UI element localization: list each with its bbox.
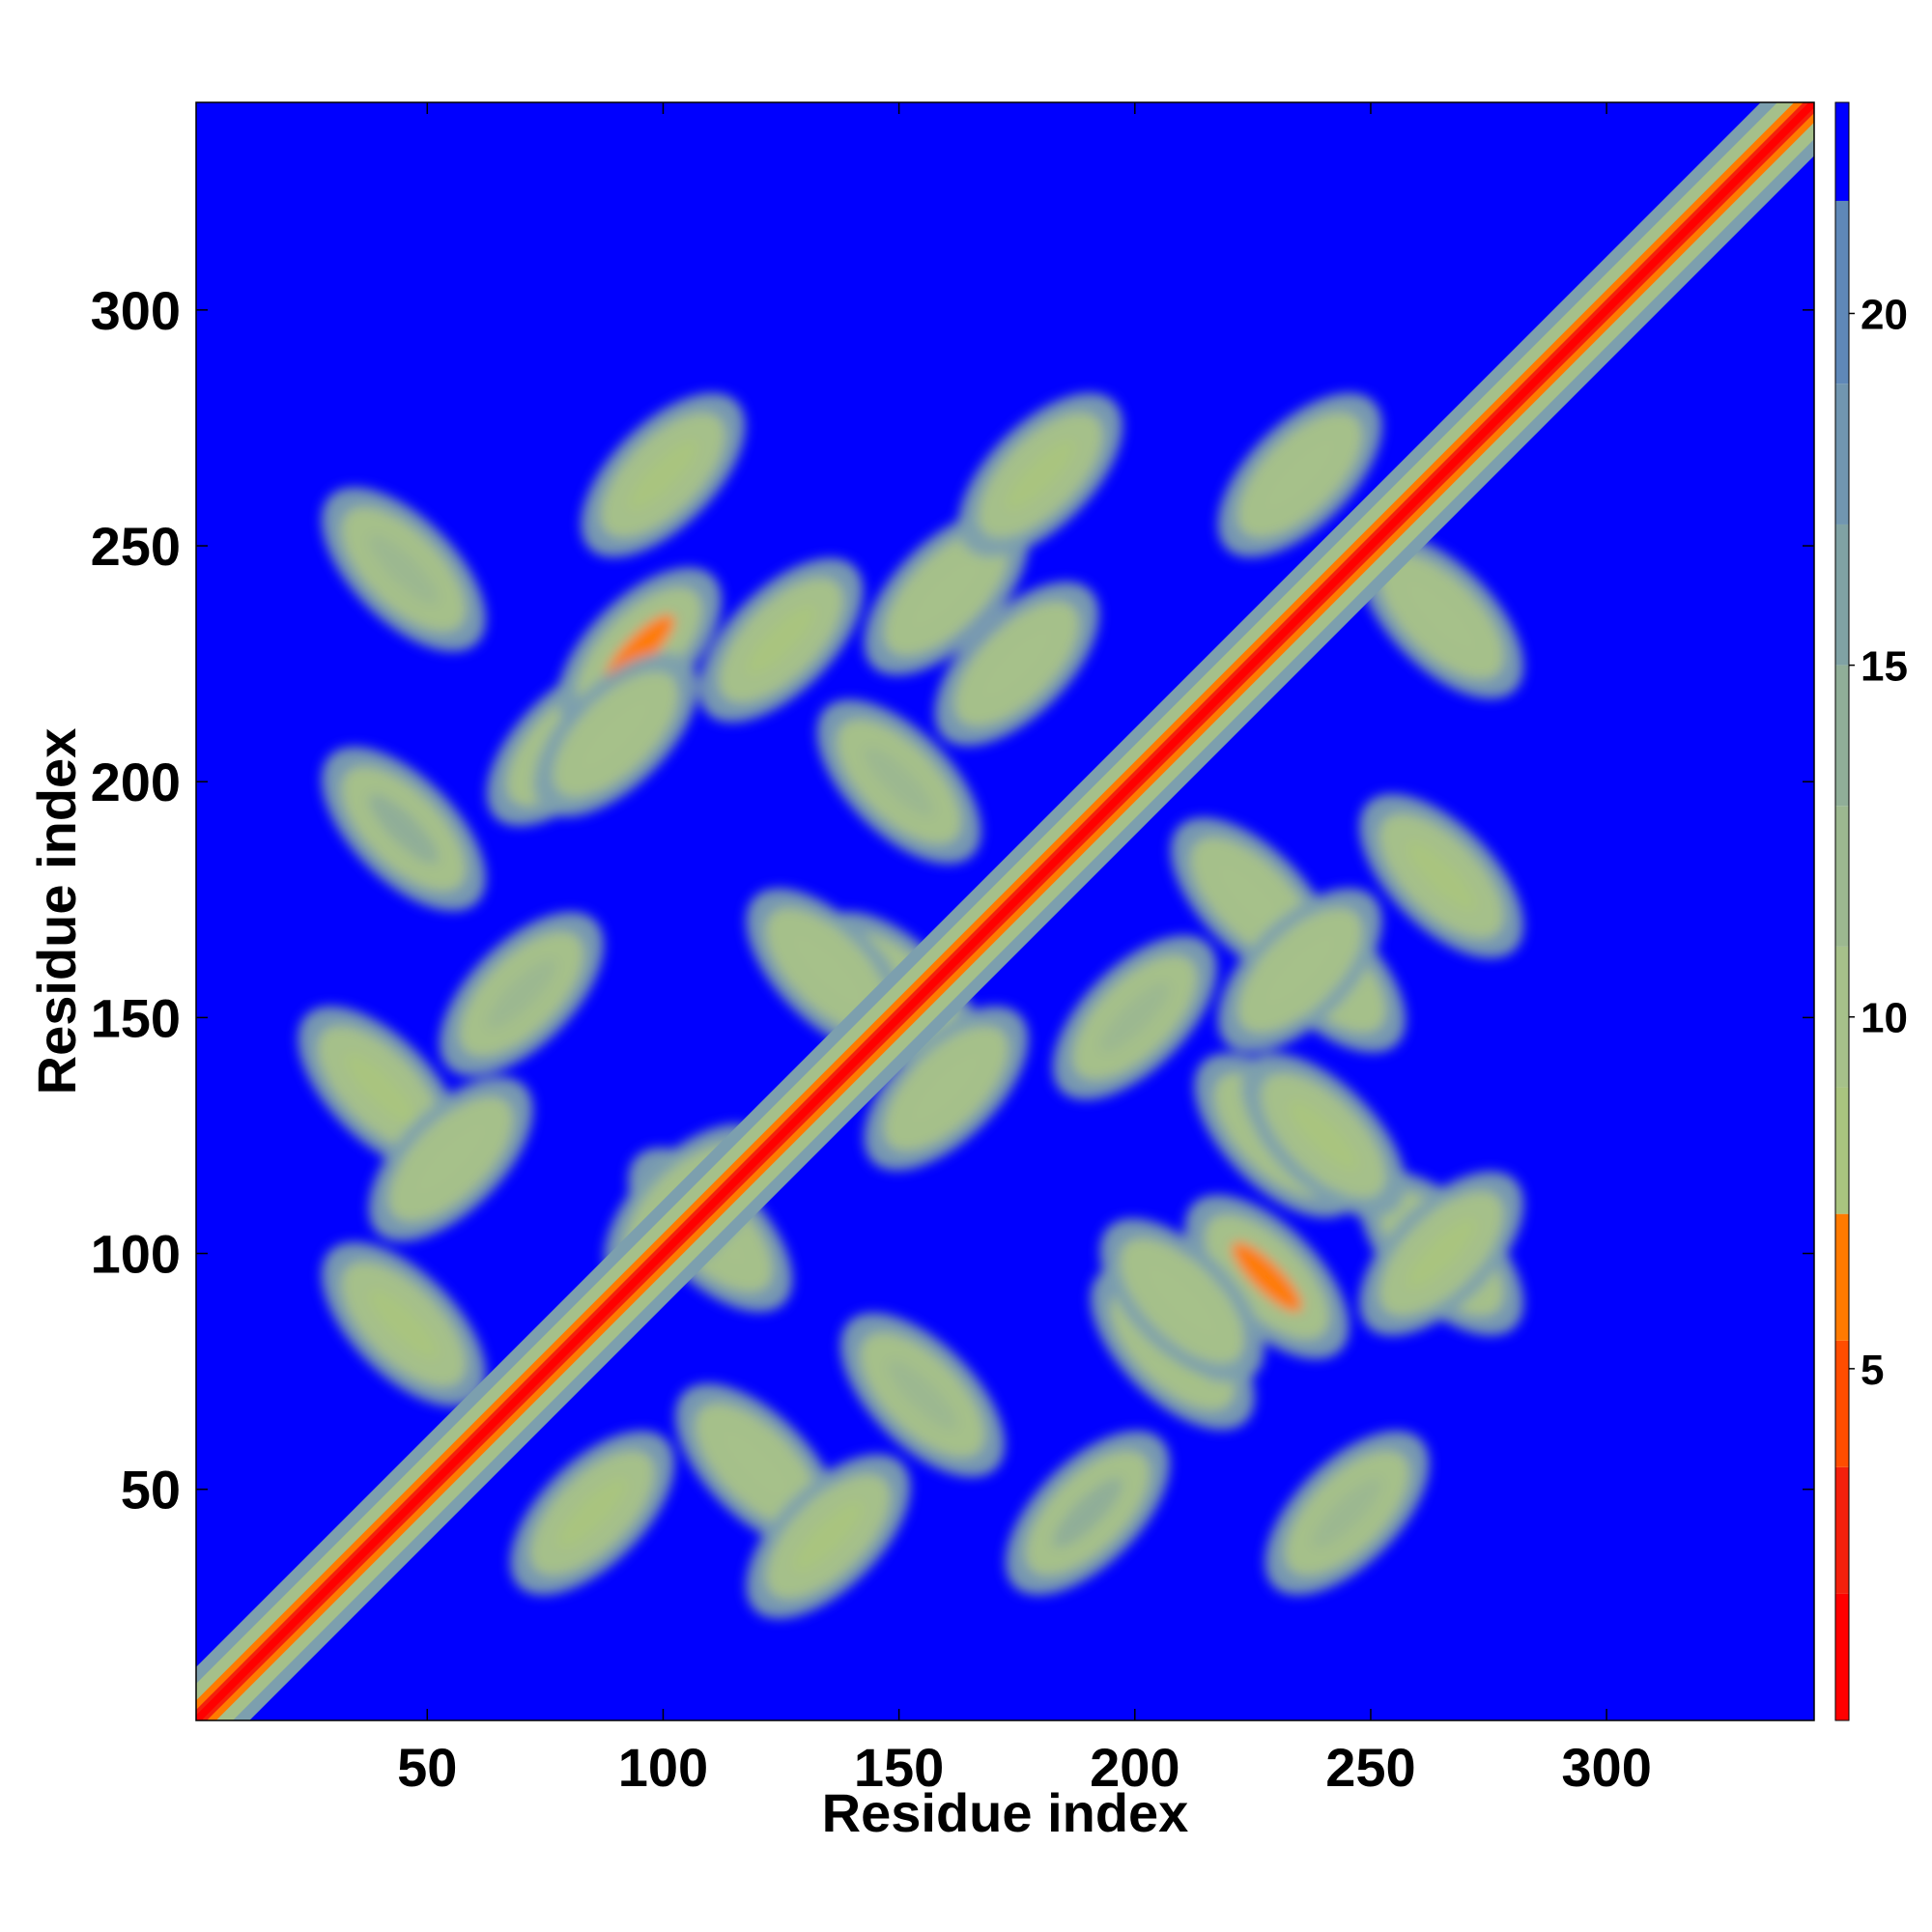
contact-region-core [793,935,864,1006]
colorbar-segment [1835,806,1849,947]
contact-region [1099,1218,1264,1383]
contact-region [1006,1431,1170,1596]
contact-region [321,1241,486,1406]
contact-region [864,1006,1029,1171]
colorbar: 5 10 15 20 [1834,101,1908,1721]
contact-region [1217,888,1382,1053]
colorbar-segment [1835,524,1849,666]
contact-region-core [911,1053,981,1123]
contact-region-core [1312,1478,1382,1548]
y-tick-label: 300 [91,280,181,341]
contact-region-core [887,1359,958,1431]
y-axis: 50 100 150 200 250 300 [91,280,1814,1520]
contact-region [1217,392,1382,557]
contact-region [440,912,604,1076]
contact-region-core [486,958,557,1030]
contact-region-core [981,629,1052,699]
contact-region-core [1099,982,1170,1053]
contact-region-core [368,534,439,605]
plot-frame [195,101,1815,1721]
plot-area [196,102,1814,1720]
contact-region-core [368,793,439,865]
contact-region-core [368,1289,439,1359]
contact-region [746,1454,911,1619]
contact-region-core [1264,935,1335,1006]
x-tick-label: 150 [854,1737,944,1798]
contact-region [1359,534,1524,699]
colorbar-segment [1835,1087,1849,1214]
colorbar-segment [1835,946,1849,1088]
x-tick-label: 200 [1090,1737,1179,1798]
contact-region-core [415,1123,486,1194]
contact-region-core [1147,1265,1217,1336]
contact-region-core [1006,440,1076,510]
y-tick-label: 150 [91,987,181,1048]
contact-region-core [746,605,816,675]
contact-region [958,392,1123,557]
contact-region-core [1406,840,1477,911]
y-tick-label: 200 [91,752,181,812]
colorbar-tick-label: 5 [1861,1347,1884,1394]
colorbar-segment [1835,665,1849,807]
x-tick-label: 250 [1325,1737,1415,1798]
contact-region [698,557,864,723]
y-tick-label: 250 [91,516,181,577]
contact-region-core [628,440,698,510]
contact-region-core [1217,865,1288,935]
contact-region [510,1431,675,1596]
contact-region-core [557,1478,628,1548]
colorbar-tick-label: 20 [1861,291,1908,338]
contact-region [321,487,486,652]
contact-region-core [723,1431,793,1501]
colorbar-segment [1835,1340,1849,1467]
contact-region-core [911,557,981,628]
contact-region-core [1406,1218,1477,1289]
contact-region [368,1076,533,1241]
contact-region [746,888,911,1053]
contact-region-core [1406,582,1477,652]
contact-region [1359,793,1524,958]
y-axis-title: Residue index [26,728,87,1095]
y-tick-label: 50 [121,1460,181,1520]
contact-region-core [864,747,934,817]
colorbar-segment [1835,1213,1849,1341]
y-tick-label: 100 [91,1224,181,1285]
x-tick-label: 50 [397,1737,457,1798]
contact-region [1241,1053,1406,1218]
colorbar-tick-label: 10 [1861,995,1908,1042]
colorbar-segment [1835,1466,1849,1594]
diagonal-line [196,102,1814,1720]
contact-region-core [1289,1100,1359,1171]
colorbar-segment [1835,384,1849,525]
contact-region-core [1232,1241,1302,1313]
diagonal-band [196,102,1814,1720]
contact-region [816,699,981,865]
contact-region-core [793,1501,864,1572]
contact-region [533,652,698,817]
contact-region [581,392,746,557]
x-axis: 50 100 150 200 250 300 [397,102,1652,1798]
contact-region [934,582,1099,747]
colorbar-segment [1835,102,1849,201]
contact-region [1264,1431,1430,1596]
contact-region-core [1264,440,1335,510]
x-tick-label: 100 [618,1737,708,1798]
contact-region-core [581,699,651,770]
contact-region [1184,1195,1350,1359]
contact-region-core [1052,1478,1123,1548]
contact-region [1052,935,1217,1100]
colorbar-segment [1835,1593,1849,1720]
colorbar-segment [1835,200,1849,384]
contact-region [1170,817,1335,982]
contact-region-core [345,1053,415,1123]
contact-region [321,747,486,911]
colorbar-border [1834,101,1850,1721]
x-tick-label: 300 [1561,1737,1651,1798]
contact-region [840,1313,1005,1477]
plot-border [195,101,1815,1721]
colorbar-tick-label: 15 [1861,643,1908,691]
x-axis-title: Residue index [822,1782,1189,1843]
contact-region [1359,1171,1524,1336]
